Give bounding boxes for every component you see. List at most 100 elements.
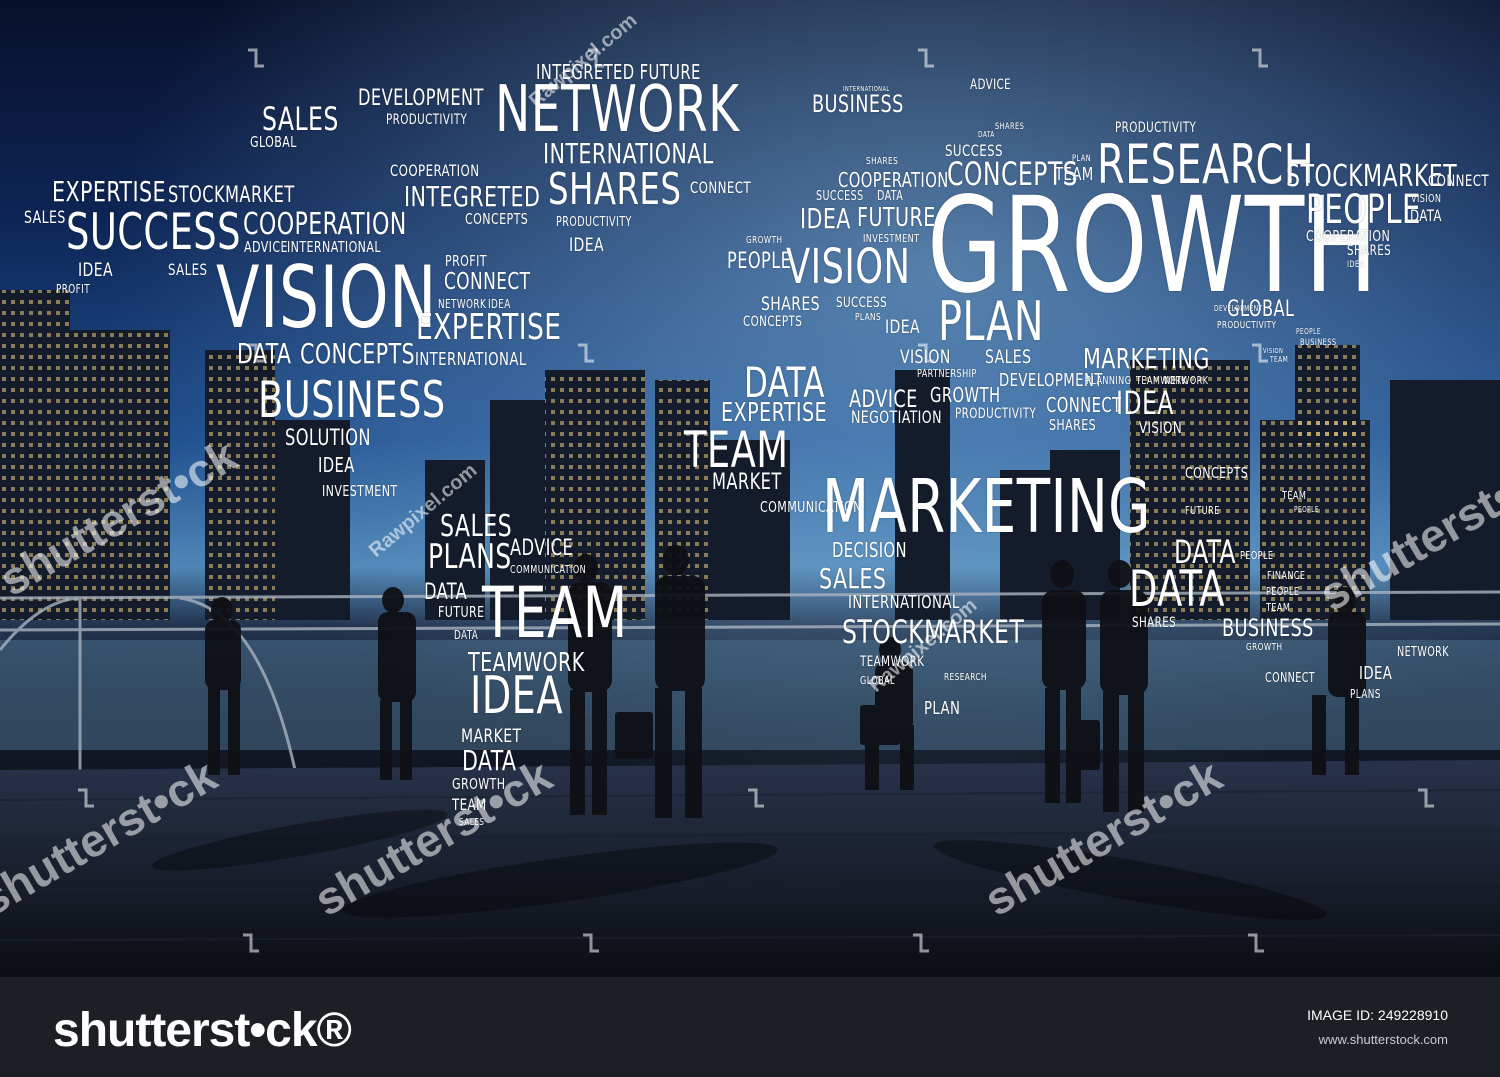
word-cloud-word: BUSINESS [1300, 338, 1337, 348]
word-cloud-word: IDEA [569, 234, 605, 256]
word-cloud-word: PLANS [1350, 687, 1381, 701]
word-cloud-word: TEAM [482, 572, 628, 654]
word-cloud-word: PRODUCTIVITY [386, 112, 468, 128]
word-cloud-word: SUCCESS [945, 141, 1003, 160]
word-cloud-word: TEAMWORK [860, 654, 925, 670]
word-cloud-word: INTERNATIONAL [415, 349, 527, 370]
site-url: www.shutterstock.com [1318, 1032, 1448, 1047]
word-cloud-word: SUCCESS [66, 203, 241, 261]
word-cloud-word: INVESTMENT [322, 482, 398, 500]
word-cloud-word: PEOPLE [1294, 505, 1319, 514]
word-cloud-word: FUTURE [857, 203, 936, 233]
word-cloud-word: PLAN [1072, 154, 1092, 164]
word-cloud-word: PROFIT [445, 252, 487, 270]
word-cloud-word: DECISION [832, 538, 907, 562]
word-cloud-word: PLAN [938, 290, 1044, 353]
word-cloud-word: COOPERATION [390, 161, 480, 180]
word-cloud-word: SHARES [866, 156, 899, 167]
word-cloud-word: NETWORK [495, 73, 740, 147]
word-cloud-word: MARKETING [822, 464, 1151, 550]
word-cloud-word: SALES [459, 817, 485, 828]
word-cloud-word: DATA [744, 358, 825, 407]
word-cloud-word: PARTNERSHIP [917, 367, 977, 380]
photo-scene: GROWTH DEVELOPMENT PRODUCTIVITY SALES GLOBAL… [0, 0, 1500, 977]
word-cloud-word: PLANS [428, 537, 512, 577]
word-cloud-word: NETWORK [1397, 645, 1449, 660]
word-cloud-word: DATA [462, 744, 517, 777]
word-cloud-word: DATA [1174, 533, 1236, 571]
word-cloud-word: DATA [424, 580, 468, 605]
word-cloud-word: CONNECT [1265, 671, 1316, 686]
word-cloud-word: STOCKMARKET [168, 183, 295, 208]
word-cloud-word: CONCEPTS [1185, 464, 1249, 482]
word-cloud-word: PLANS [855, 312, 882, 323]
word-cloud-word: GROWTH [927, 169, 1379, 323]
word-cloud-word: ADVICE [244, 238, 288, 256]
word-cloud-word: RESEARCH [1097, 133, 1315, 196]
word-cloud-word: STOCKMARKET [1286, 159, 1458, 194]
word-cloud-word: DEVELOPMENT [1214, 304, 1263, 313]
word-cloud-word: VISION [1411, 192, 1442, 205]
word-cloud-word: CONCEPTS [947, 155, 1079, 193]
word-cloud-word: BUSINESS [812, 90, 904, 118]
word-cloud-word: INVESTMENT [863, 232, 920, 245]
word-cloud-word: PLAN [924, 698, 961, 719]
word-cloud-word: CONCEPTS [300, 337, 416, 370]
word-cloud-word: TEAM [684, 421, 789, 479]
word-cloud-word: TEAM [1055, 164, 1094, 185]
word-cloud-word: SOLUTION [285, 426, 371, 451]
word-cloud-word: SALES [819, 562, 887, 595]
word-cloud-word: INTERNATIONAL [287, 238, 381, 256]
word-cloud-word: INTEGRETED [404, 180, 541, 213]
footer-bar [0, 977, 1500, 1077]
city-skyline-illustration [0, 0, 1500, 977]
word-cloud-word: IDEA [1116, 384, 1174, 422]
word-cloud-word: STOCKMARKET [842, 613, 1025, 651]
word-cloud-word: SALES [985, 346, 1032, 368]
word-cloud-word: COMMUNICATION [760, 498, 862, 516]
word-cloud-word: VISION [786, 239, 911, 295]
word-cloud-word: IDEA [488, 297, 511, 311]
word-cloud-word: FINANCE [1267, 569, 1306, 582]
word-cloud-word: CONNECT [1046, 393, 1122, 417]
word-cloud-word: TEAMWORK [1136, 374, 1188, 387]
word-cloud-word: PEOPLE [1296, 327, 1321, 336]
word-cloud-word: CONNECT [1428, 171, 1489, 190]
word-cloud-word: PRODUCTIVITY [955, 406, 1037, 422]
word-cloud-word: MARKET [461, 725, 522, 747]
word-cloud-word: IDEA [885, 316, 921, 338]
word-cloud-word: INTEGRETED FUTURE [536, 60, 701, 84]
word-cloud-word: PROFIT [56, 282, 91, 296]
word-cloud-word: INTERNATIONAL [543, 137, 714, 170]
word-cloud-word: ADVICE [970, 77, 1012, 93]
word-cloud-word: SHARES [1347, 243, 1392, 259]
word-cloud-word: CONNECT [444, 269, 531, 295]
word-cloud-word: PLANNING [1086, 374, 1132, 387]
watermark-marks [78, 48, 1434, 953]
word-cloud-word: INTERNATIONAL [843, 85, 890, 93]
word-cloud-word: IDEA [470, 666, 563, 726]
word-cloud-word: TEAM [1270, 355, 1289, 364]
word-cloud-word: PRODUCTIVITY [556, 215, 632, 230]
image-id-label: IMAGE ID: 249228910 [1307, 1007, 1448, 1023]
word-cloud-word: TEAM [452, 795, 487, 814]
word-cloud-word: FUTURE [1185, 504, 1220, 517]
word-cloud-word: BUSINESS [1222, 614, 1314, 642]
word-cloud-word: CONNECT [690, 178, 751, 197]
word-cloud-word: SALES [24, 208, 66, 228]
word-cloud-word: GROWTH [1246, 642, 1283, 653]
word-cloud-word: GLOBAL [860, 674, 895, 687]
word-cloud-word: EXPERTISE [52, 175, 166, 208]
word-cloud-word: GLOBAL [1227, 297, 1295, 322]
word-cloud-word: DATA [877, 189, 904, 204]
shutterstock-logo: shutterst•ck® [53, 1004, 352, 1057]
word-cloud-word: DATA [454, 628, 479, 642]
word-cloud-word: PEOPLE [1266, 585, 1300, 598]
word-cloud-word: SHARES [995, 122, 1025, 132]
word-cloud-word: SUCCESS [836, 295, 888, 311]
word-cloud-word: IDEA [1347, 260, 1365, 270]
word-cloud-word: SHARES [1049, 416, 1097, 434]
word-cloud-word: ADVICE [510, 536, 574, 561]
word-cloud-word: DATA [1129, 560, 1225, 618]
word-cloud-word: DEVELOPMENT [999, 370, 1103, 391]
